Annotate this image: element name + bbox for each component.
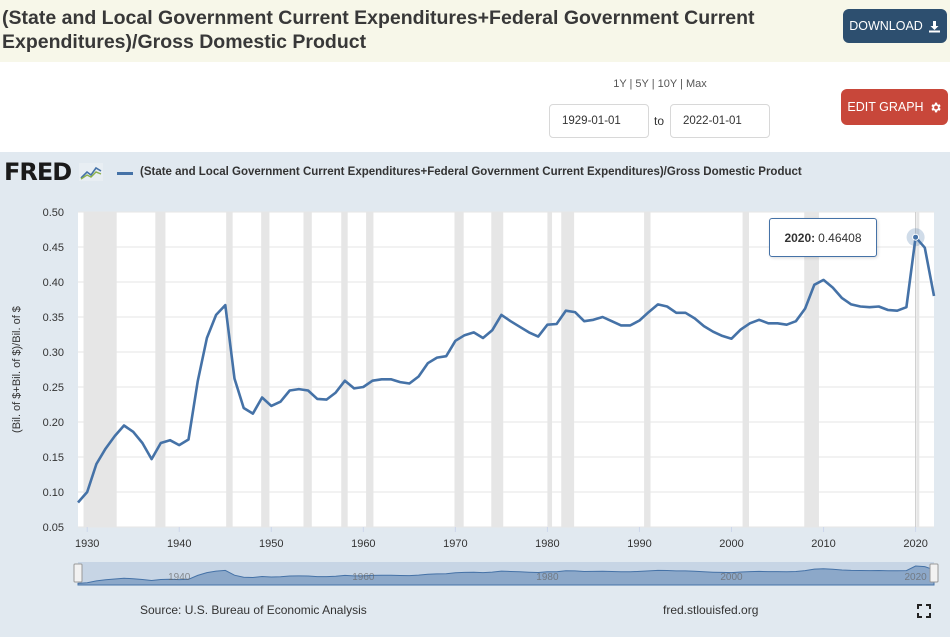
data-tooltip: 2020: 0.46408 bbox=[769, 218, 877, 257]
y-tick-label: 0.45 bbox=[43, 242, 64, 254]
recession-band bbox=[454, 212, 464, 527]
range-links[interactable]: 1Y | 5Y | 10Y | Max bbox=[613, 78, 707, 90]
recession-band bbox=[644, 212, 651, 527]
recession-band bbox=[916, 212, 920, 527]
navigator-selection[interactable] bbox=[78, 562, 934, 585]
to-label: to bbox=[654, 114, 665, 128]
recession-band bbox=[83, 212, 117, 527]
site-link[interactable]: fred.stlouisfed.org bbox=[663, 603, 759, 617]
series-line[interactable] bbox=[77, 235, 936, 504]
navigator-handle-left[interactable] bbox=[73, 563, 83, 583]
y-tick-label: 0.35 bbox=[43, 312, 64, 324]
y-tick-label: 0.30 bbox=[43, 347, 64, 359]
y-tick-label: 0.40 bbox=[43, 277, 64, 289]
x-tick-label: 2010 bbox=[811, 538, 835, 550]
navigator-tick-label: 1960 bbox=[352, 572, 375, 583]
page-title: (State and Local Government Current Expe… bbox=[2, 7, 755, 53]
x-tick-label: 1930 bbox=[75, 538, 99, 550]
recession-band bbox=[561, 212, 575, 527]
recession-band bbox=[155, 212, 166, 527]
edit-graph-label: EDIT GRAPH bbox=[847, 100, 924, 114]
recession-band bbox=[547, 212, 553, 527]
x-tick-label: 1990 bbox=[627, 538, 651, 550]
navigator-handle-right[interactable] bbox=[929, 563, 939, 583]
hover-point bbox=[912, 233, 920, 241]
edit-graph-button[interactable]: EDIT GRAPH bbox=[841, 89, 948, 125]
recession-band bbox=[226, 212, 233, 527]
y-tick-label: 0.20 bbox=[43, 417, 64, 429]
recession-band bbox=[742, 212, 749, 527]
source-note: Source: U.S. Bureau of Economic Analysis bbox=[140, 603, 367, 617]
recession-band bbox=[303, 212, 312, 527]
plot-area bbox=[78, 212, 934, 527]
navigator-tick-label: 2000 bbox=[720, 572, 743, 583]
start-date-input[interactable]: 1929-01-01 bbox=[549, 104, 649, 138]
fred-logo: FRED bbox=[4, 158, 103, 186]
y-tick-label: 0.10 bbox=[43, 487, 64, 499]
y-axis-label: (Bil. of $+Bil. of $)/Bil. of $ bbox=[11, 306, 23, 433]
x-tick-label: 1940 bbox=[167, 538, 191, 550]
legend-label[interactable]: (State and Local Government Current Expe… bbox=[140, 166, 802, 178]
gear-icon bbox=[930, 102, 941, 112]
navigator-tick-label: 1980 bbox=[536, 572, 559, 583]
recession-band bbox=[804, 212, 819, 527]
fred-graph-icon bbox=[78, 163, 103, 181]
y-tick-label: 0.15 bbox=[43, 452, 64, 464]
end-date-input[interactable]: 2022-01-01 bbox=[670, 104, 770, 138]
x-tick-label: 1980 bbox=[535, 538, 559, 550]
tooltip-date: 2020: bbox=[784, 230, 816, 245]
x-tick-label: 2020 bbox=[903, 538, 927, 550]
navigator-series bbox=[77, 565, 935, 586]
y-tick-label: 0.25 bbox=[43, 382, 64, 394]
recession-band bbox=[261, 212, 270, 527]
recession-band bbox=[491, 212, 504, 527]
download-button[interactable]: DOWNLOAD bbox=[843, 9, 947, 43]
download-icon bbox=[928, 20, 940, 32]
navigator-tick-label: 1940 bbox=[168, 572, 191, 583]
line-chart[interactable]: 0.05 0.10 0.15 0.20 0.25 0.30 0.35 0.40 0.45 0.50… bbox=[0, 152, 950, 602]
recession-band bbox=[366, 212, 374, 527]
download-label: DOWNLOAD bbox=[849, 19, 923, 33]
tooltip-value: 0.46408 bbox=[818, 230, 862, 245]
x-tick-label: 1950 bbox=[259, 538, 283, 550]
fred-logo-text: FRED bbox=[4, 158, 72, 186]
navigator-tick-label: 2020 bbox=[904, 572, 927, 583]
fullscreen-icon[interactable] bbox=[917, 604, 931, 618]
y-tick-label: 0.05 bbox=[43, 522, 64, 534]
y-tick-label: 0.50 bbox=[43, 207, 64, 219]
x-tick-label: 1970 bbox=[443, 538, 467, 550]
x-tick-label: 2000 bbox=[719, 538, 743, 550]
recession-band bbox=[341, 212, 348, 527]
header-bar bbox=[0, 0, 950, 62]
x-tick-label: 1960 bbox=[351, 538, 375, 550]
legend-swatch bbox=[117, 172, 133, 175]
